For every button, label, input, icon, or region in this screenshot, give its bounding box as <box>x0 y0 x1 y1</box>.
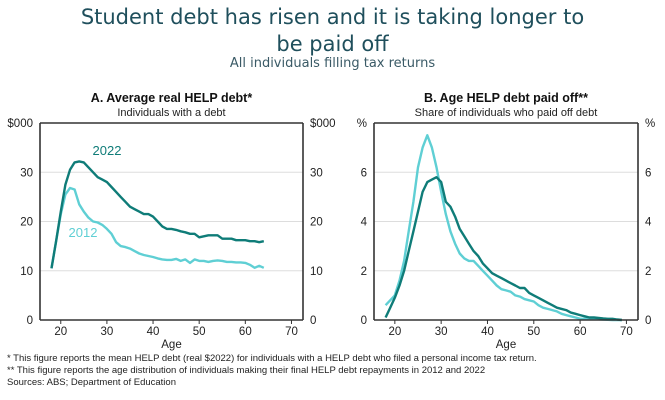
y-tick-label-right: 0 <box>310 315 316 327</box>
series-label-2012: 2012 <box>69 225 98 240</box>
x-tick-label: 30 <box>101 326 114 338</box>
panel-b-subtitle: Share of individuals who paid off debt <box>415 107 598 119</box>
y-tick-label-left: 20 <box>20 217 33 229</box>
y-tick-label-left: 6 <box>361 167 367 179</box>
y-tick-label-right: 2 <box>645 266 651 278</box>
y-tick-label-right: 6 <box>645 167 651 179</box>
title-line-1: Student debt has risen and it is taking … <box>80 5 585 29</box>
y-tick-label-right: 30 <box>310 167 323 179</box>
y-unit-label-right: % <box>645 118 655 130</box>
series-line-2012 <box>384 134 622 322</box>
series-line-2022 <box>50 160 265 269</box>
panel-a-subtitle: Individuals with a debt <box>117 107 225 119</box>
x-tick-label: 70 <box>285 326 298 338</box>
x-tick-label: 60 <box>239 326 252 338</box>
x-tick-label: 40 <box>481 326 494 338</box>
footnote-2: ** This figure reports the age distribut… <box>7 365 486 376</box>
series-line-2012 <box>50 186 265 269</box>
y-tick-label-right: 0 <box>645 315 651 327</box>
x-axis-label: Age <box>161 339 181 351</box>
page-subtitle: All individuals filling tax returns <box>229 56 436 71</box>
y-unit-label-right: $000 <box>310 118 336 130</box>
x-tick-label: 20 <box>388 326 401 338</box>
x-tick-label: 40 <box>147 326 160 338</box>
y-tick-label-left: 0 <box>361 315 367 327</box>
y-unit-label-left: % <box>357 118 367 130</box>
panel-a-title: A. Average real HELP debt* <box>91 91 253 105</box>
footnote-1: * This figure reports the mean HELP debt… <box>7 353 537 364</box>
y-tick-label-left: 2 <box>361 266 367 278</box>
x-tick-label: 70 <box>620 326 633 338</box>
y-tick-label-right: 20 <box>310 217 323 229</box>
x-tick-label: 60 <box>574 326 587 338</box>
y-tick-label-right: 4 <box>645 217 652 229</box>
x-tick-label: 30 <box>435 326 448 338</box>
y-tick-label-left: 4 <box>361 217 368 229</box>
series-line-2022 <box>384 175 622 322</box>
y-tick-label-left: 30 <box>20 167 33 179</box>
page-title: Student debt has risen and it is taking … <box>0 4 665 58</box>
x-tick-label: 50 <box>527 326 540 338</box>
x-axis-label: Age <box>496 339 516 351</box>
y-unit-label-left: $000 <box>7 118 33 130</box>
y-tick-label-left: 0 <box>27 315 33 327</box>
panel-b-title: B. Age HELP debt paid off** <box>424 91 588 105</box>
sources-note: Sources: ABS; Department of Education <box>7 377 176 388</box>
y-tick-label-left: 10 <box>20 266 33 278</box>
title-line-2: be paid off <box>276 32 389 56</box>
x-tick-label: 50 <box>193 326 206 338</box>
series-label-2022: 2022 <box>93 143 122 158</box>
x-tick-label: 20 <box>54 326 67 338</box>
y-tick-label-right: 10 <box>310 266 323 278</box>
